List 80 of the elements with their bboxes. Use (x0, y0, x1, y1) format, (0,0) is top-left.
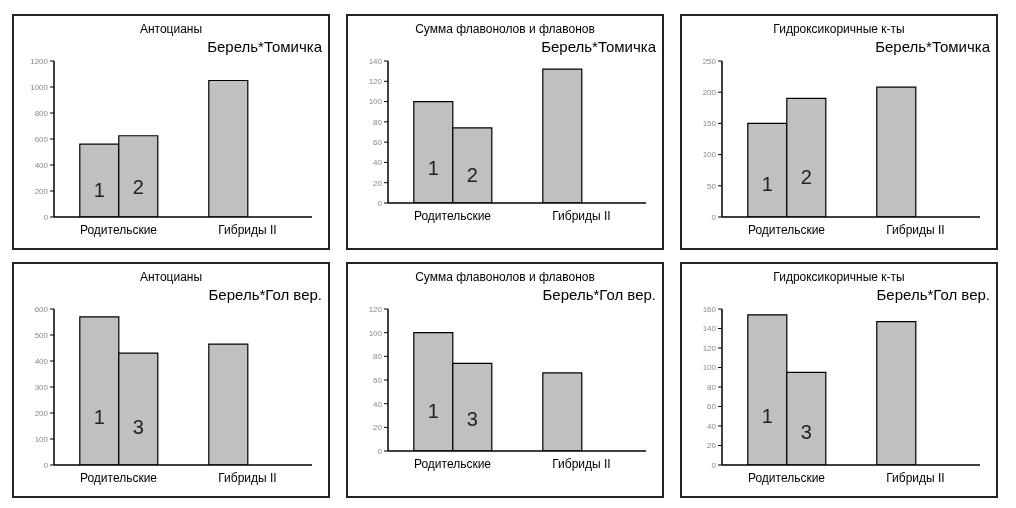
x-tick-label: Гибриды II (886, 470, 945, 485)
y-tick-label: 160 (702, 304, 717, 314)
y-tick-label: 140 (368, 56, 383, 66)
y-tick-label: 20 (707, 441, 717, 451)
y-tick-label: 400 (34, 356, 49, 366)
series-label: 1 (761, 172, 773, 195)
y-tick-label: 40 (373, 158, 383, 168)
y-tick-label: 40 (373, 399, 383, 409)
y-tick-label: 0 (711, 212, 717, 222)
y-tick-label: 600 (34, 304, 49, 314)
series-label: 1 (93, 405, 105, 428)
series-label: 2 (800, 165, 812, 188)
y-tick-label: 100 (702, 150, 717, 160)
chart-subtitle: Берель*Томичка (206, 38, 323, 55)
y-tick-label: 100 (702, 363, 717, 373)
chart-subtitle: Берель*Гол вер. (875, 286, 991, 303)
chart-title: Гидроксикоричные к-ты (772, 270, 906, 284)
series-label: 1 (761, 404, 773, 427)
y-tick-label: 120 (368, 77, 383, 87)
chart-title: Гидроксикоричные к-ты (772, 22, 906, 36)
y-tick-label: 0 (377, 198, 383, 208)
y-tick-label: 150 (702, 119, 717, 129)
y-tick-label: 200 (702, 88, 717, 98)
y-tick-label: 60 (373, 137, 383, 147)
x-tick-label: Родительские (413, 456, 492, 471)
series-label: 3 (132, 415, 144, 438)
y-tick-label: 800 (34, 108, 49, 118)
series-label: 3 (466, 408, 478, 431)
y-tick-label: 1000 (30, 82, 49, 92)
y-tick-label: 0 (711, 460, 717, 470)
chart-title: Антоцианы (138, 270, 204, 284)
x-tick-label: Гибриды II (552, 456, 611, 471)
y-tick-label: 60 (373, 375, 383, 385)
x-tick-label: Родительские (79, 470, 158, 485)
y-tick-label: 600 (34, 134, 49, 144)
series-label: 3 (800, 421, 812, 444)
y-tick-label: 120 (702, 343, 717, 353)
y-tick-label: 100 (368, 97, 383, 107)
y-tick-label: 250 (702, 56, 717, 66)
y-tick-label: 80 (707, 382, 717, 392)
series-label: 1 (427, 399, 439, 422)
series-label: 1 (93, 178, 105, 201)
chart-subtitle: Берель*Гол вер. (541, 286, 657, 303)
y-tick-label: 0 (43, 212, 49, 222)
y-tick-label: 0 (43, 460, 49, 470)
chart-subtitle: Берель*Томичка (874, 38, 991, 55)
y-tick-label: 80 (373, 352, 383, 362)
y-tick-label: 200 (34, 408, 49, 418)
x-tick-label: Родительские (413, 208, 492, 223)
y-tick-label: 1200 (30, 56, 49, 66)
x-tick-label: Гибриды II (218, 470, 277, 485)
chart-subtitle: Берель*Томичка (540, 38, 657, 55)
y-tick-label: 80 (373, 117, 383, 127)
y-tick-label: 300 (34, 382, 49, 392)
y-tick-label: 50 (707, 181, 717, 191)
y-tick-label: 100 (34, 434, 49, 444)
y-tick-label: 20 (373, 178, 383, 188)
y-tick-label: 20 (373, 423, 383, 433)
x-tick-label: Родительские (747, 470, 826, 485)
y-tick-label: 140 (702, 324, 717, 334)
chart-title: Сумма флавонолов и флавонов (414, 22, 596, 36)
y-tick-label: 500 (34, 330, 49, 340)
series-label: 2 (466, 163, 478, 186)
chart-subtitle: Берель*Гол вер. (207, 286, 323, 303)
series-label: 2 (132, 176, 144, 199)
x-tick-label: Гибриды II (218, 222, 277, 237)
y-tick-label: 60 (707, 402, 717, 412)
y-tick-label: 120 (368, 304, 383, 314)
y-tick-label: 400 (34, 160, 49, 170)
y-tick-label: 40 (707, 421, 717, 431)
y-tick-label: 100 (368, 328, 383, 338)
y-tick-label: 200 (34, 186, 49, 196)
x-tick-label: Гибриды II (552, 208, 611, 223)
x-tick-label: Гибриды II (886, 222, 945, 237)
chart-title: Сумма флавонолов и флавонов (414, 270, 596, 284)
chart-title: Антоцианы (138, 22, 204, 36)
x-tick-label: Родительские (79, 222, 158, 237)
x-tick-label: Родительские (747, 222, 826, 237)
y-tick-label: 0 (377, 446, 383, 456)
series-label: 1 (427, 156, 439, 179)
